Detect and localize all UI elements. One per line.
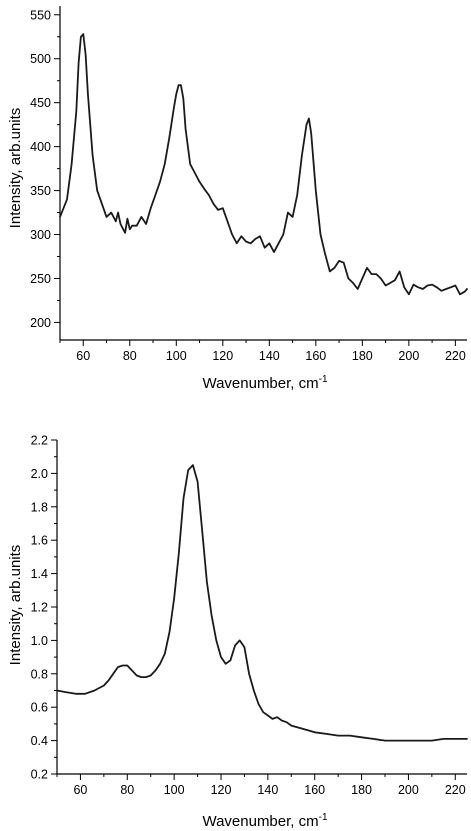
y-tick-label: 1.6	[31, 534, 48, 548]
x-tick-label: 200	[398, 783, 419, 797]
y-tick-label: 0.2	[31, 768, 48, 782]
x-tick-label: 200	[398, 349, 419, 363]
x-tick-label: 120	[212, 349, 233, 363]
y-tick-label: 1.8	[31, 500, 48, 514]
x-tick-label: 60	[73, 783, 87, 797]
x-tick-label: 140	[257, 783, 278, 797]
x-axis-title: Wavenumber, cm-1	[202, 812, 327, 830]
x-tick-label: 180	[351, 783, 372, 797]
spectrum-line	[56, 464, 468, 742]
chart-panel-bottom: Intensity, arb.units Wavenumber, cm-1 60…	[7, 434, 468, 830]
x-axis-title-superscript: -1	[319, 374, 328, 385]
x-tick-label: 160	[304, 783, 325, 797]
y-tick-label: 250	[30, 272, 51, 286]
y-tick-label: 0.8	[31, 667, 48, 681]
x-tick-label: 180	[352, 349, 373, 363]
y-tick-label: 550	[30, 8, 51, 22]
x-tick-label: 100	[166, 349, 187, 363]
y-axis-title: Intensity, arb.units	[7, 545, 24, 666]
y-axis-title: Intensity, arb.units	[7, 108, 24, 229]
x-tick-label: 220	[445, 783, 466, 797]
x-tick-label: 160	[305, 349, 326, 363]
x-tick-label: 60	[76, 349, 90, 363]
y-tick-label: 300	[30, 228, 51, 242]
y-tick-label: 450	[30, 96, 51, 110]
y-tick-label: 350	[30, 184, 51, 198]
y-tick-label: 2.0	[31, 467, 48, 481]
y-tick-label: 1.0	[31, 634, 48, 648]
y-tick-label: 0.6	[31, 701, 48, 715]
spectrum-line	[59, 33, 468, 296]
y-tick-label: 500	[30, 52, 51, 66]
x-tick-label: 220	[445, 349, 466, 363]
x-axis-title: Wavenumber, cm-1	[202, 374, 327, 392]
x-axis-title-superscript: -1	[319, 812, 328, 823]
y-tick-label: 0.4	[31, 734, 48, 748]
chart-panel-top: Intensity, arb.units Wavenumber, cm-1 60…	[7, 6, 468, 392]
y-tick-label: 1.2	[31, 601, 48, 615]
y-tick-label: 2.2	[31, 434, 48, 448]
x-axis-title-text: Wavenumber, cm	[202, 375, 318, 392]
y-tick-label: 200	[30, 316, 51, 330]
y-tick-label: 400	[30, 140, 51, 154]
x-tick-label: 80	[120, 783, 134, 797]
x-tick-label: 120	[211, 783, 232, 797]
x-axis-title-text: Wavenumber, cm	[202, 813, 318, 830]
y-tick-label: 1.4	[31, 567, 48, 581]
x-tick-label: 80	[123, 349, 137, 363]
x-tick-label: 100	[164, 783, 185, 797]
x-tick-label: 140	[259, 349, 280, 363]
